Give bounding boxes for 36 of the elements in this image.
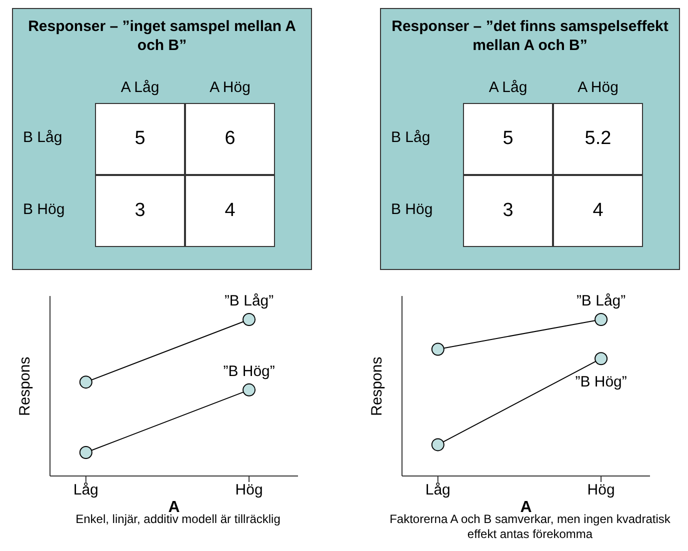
x-tick-label: A Låg bbox=[120, 79, 160, 96]
series-label: ”B Låg” bbox=[576, 292, 626, 310]
x-tick-label: A Låg bbox=[488, 79, 528, 96]
chart-title: Responser – ”det finns samspelseffekt mellan A och B” bbox=[390, 17, 670, 55]
x-tick-label: A Hög bbox=[208, 79, 252, 96]
series-label: ”B Hög” bbox=[223, 362, 275, 380]
series-label: ”B Låg” bbox=[224, 292, 274, 310]
y-tick-label: B Låg bbox=[23, 129, 62, 146]
y-tick-label: B Hög bbox=[23, 201, 65, 218]
data-label: 5.2 bbox=[553, 103, 643, 175]
chart-title: Responser – ”inget samspel mellan A och B” bbox=[27, 17, 297, 55]
point bbox=[79, 376, 92, 389]
point bbox=[594, 312, 608, 326]
data-label: 4 bbox=[553, 175, 643, 247]
y-tick-label: B Hög bbox=[391, 201, 433, 218]
point bbox=[431, 438, 444, 452]
x-tick-label: Låg bbox=[73, 482, 98, 499]
x-tick-label: Låg bbox=[425, 482, 450, 499]
point bbox=[79, 446, 92, 460]
x-tick-label: A Hög bbox=[576, 79, 620, 96]
series-label: ”B Hög” bbox=[575, 374, 627, 391]
data-label: 4 bbox=[185, 175, 275, 247]
x-tick-label: Hög bbox=[587, 482, 615, 499]
point bbox=[242, 383, 256, 396]
y-tick-label: B Låg bbox=[391, 129, 430, 146]
y-axis-title: Respons bbox=[368, 356, 386, 416]
data-label: 5 bbox=[95, 103, 185, 175]
x-tick-label: Hög bbox=[235, 482, 263, 499]
point bbox=[594, 352, 608, 366]
point bbox=[431, 342, 444, 356]
data-label: 3 bbox=[95, 175, 185, 247]
data-label: 3 bbox=[463, 175, 553, 247]
data-label: 5 bbox=[463, 103, 553, 175]
y-axis-title: Respons bbox=[16, 356, 34, 416]
data-label: 6 bbox=[185, 103, 275, 175]
point bbox=[242, 312, 256, 326]
